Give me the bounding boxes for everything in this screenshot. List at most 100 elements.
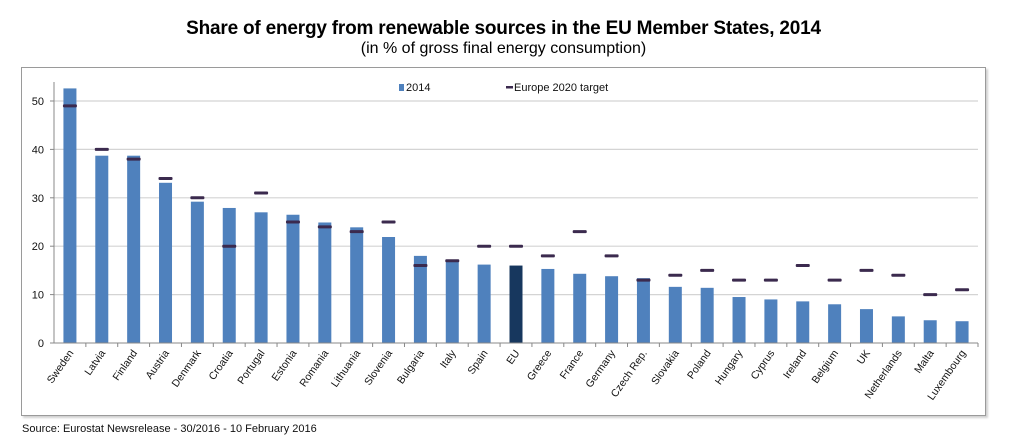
bar-romania	[318, 222, 332, 343]
x-tick-label: Sweden	[45, 348, 77, 386]
x-tick-label: Belgium	[809, 348, 841, 386]
chart-frame	[21, 67, 986, 416]
bars-2014	[63, 88, 969, 343]
x-tick-label: Spain	[465, 348, 490, 377]
bar-luxembourg	[955, 321, 969, 343]
legend: 2014 Europe 2020 target	[399, 82, 608, 94]
legend-label-2014: 2014	[406, 82, 430, 94]
x-tick-label: UK	[855, 348, 873, 367]
bar-france	[573, 273, 587, 343]
y-tick-label: 30	[32, 193, 44, 205]
x-tick-label: Malta	[912, 348, 937, 376]
chart-title: Share of energy from renewable sources i…	[186, 18, 821, 39]
target-marker-finland	[126, 157, 141, 161]
x-tick-label: Hungary	[713, 347, 746, 387]
x-tick-label: Cyprus	[748, 348, 777, 382]
x-tick-label: Estonia	[270, 348, 300, 384]
bar-italy	[445, 260, 459, 343]
x-tick-label: Greece	[525, 348, 555, 383]
bar-eu	[509, 265, 523, 343]
gridlines	[54, 100, 978, 296]
target-marker-portugal	[254, 191, 269, 195]
bar-cyprus	[764, 299, 778, 343]
bar-spain	[477, 264, 491, 343]
target-marker-croatia	[222, 244, 237, 248]
x-tick-label: Denmark	[170, 347, 205, 389]
target-marker-sweden	[62, 104, 77, 108]
target-marker-estonia	[285, 220, 300, 224]
target-marker-hungary	[732, 278, 747, 282]
x-tick-label: Bulgaria	[395, 348, 427, 387]
x-tick-label: Lithuania	[329, 348, 363, 390]
x-tick-label: Romania	[297, 348, 331, 389]
target-marker-latvia	[94, 147, 109, 151]
x-tick-label: France	[558, 348, 587, 382]
target-marker-denmark	[190, 196, 205, 200]
target-marker-ireland	[795, 264, 810, 268]
bar-denmark	[190, 201, 204, 343]
target-marker-italy	[445, 259, 460, 263]
bar-portugal	[254, 212, 268, 343]
target-marker-netherlands	[891, 273, 906, 277]
target-marker-malta	[923, 293, 938, 297]
target-marker-bulgaria	[413, 264, 428, 268]
legend-swatch-target	[506, 86, 513, 89]
bar-belgium	[828, 304, 842, 343]
x-tick-label: Italy	[438, 347, 459, 370]
chart-subtitle: (in % of gross final energy consumption)	[360, 40, 647, 57]
bar-lithuania	[350, 227, 364, 343]
bar-germany	[605, 276, 619, 343]
bar-greece	[541, 268, 555, 343]
target-marker-austria	[158, 176, 173, 180]
target-marker-eu	[509, 244, 523, 248]
x-tick-label: Slovenia	[362, 348, 395, 388]
y-tick-label: 40	[32, 144, 44, 156]
target-marker-spain	[477, 244, 492, 248]
target-markers	[62, 104, 970, 297]
bar-poland	[700, 287, 714, 343]
target-marker-slovenia	[381, 220, 396, 224]
bar-slovakia	[668, 286, 682, 343]
source-note: Source: Eurostat Newsrelease - 30/2016 -…	[22, 423, 317, 435]
y-tick-label: 0	[38, 338, 44, 350]
target-marker-luxembourg	[955, 288, 970, 292]
legend-label-target: Europe 2020 target	[514, 82, 608, 94]
target-marker-uk	[859, 268, 874, 272]
bar-austria	[159, 182, 173, 343]
x-tick-label: Austria	[143, 348, 172, 382]
x-tick-label: Croatia	[206, 348, 235, 383]
x-tick-label: Finland	[111, 348, 141, 383]
target-marker-greece	[540, 254, 555, 258]
bar-malta	[923, 320, 937, 343]
x-tick-label: Ireland	[781, 348, 809, 381]
target-marker-slovakia	[668, 273, 683, 277]
bar-latvia	[95, 155, 109, 343]
x-tick-label: Germany	[583, 347, 618, 390]
target-marker-belgium	[827, 278, 842, 282]
bar-czech-rep-	[636, 278, 650, 343]
x-tick-label: Slovakia	[649, 348, 682, 388]
y-axis: 0 10 20 30 40 50	[32, 82, 55, 350]
y-tick-label: 10	[32, 290, 44, 302]
bar-estonia	[286, 214, 300, 343]
bar-uk	[859, 309, 873, 343]
target-marker-lithuania	[349, 230, 364, 234]
target-marker-romania	[317, 225, 332, 229]
x-tick-label: Latvia	[82, 348, 108, 378]
bar-netherlands	[891, 316, 905, 343]
x-tick-label: EU	[504, 348, 522, 367]
x-tick-label: Portugal	[235, 348, 267, 387]
bar-ireland	[796, 301, 810, 343]
target-marker-france	[572, 230, 587, 234]
y-tick-label: 20	[32, 241, 44, 253]
target-marker-germany	[604, 254, 619, 258]
bar-finland	[127, 155, 141, 343]
bar-croatia	[222, 207, 236, 343]
target-marker-cyprus	[763, 278, 778, 282]
x-tick-label: Poland	[685, 348, 714, 382]
y-tick-label: 50	[32, 96, 44, 108]
bar-sweden	[63, 88, 77, 343]
legend-swatch-2014	[399, 84, 404, 91]
